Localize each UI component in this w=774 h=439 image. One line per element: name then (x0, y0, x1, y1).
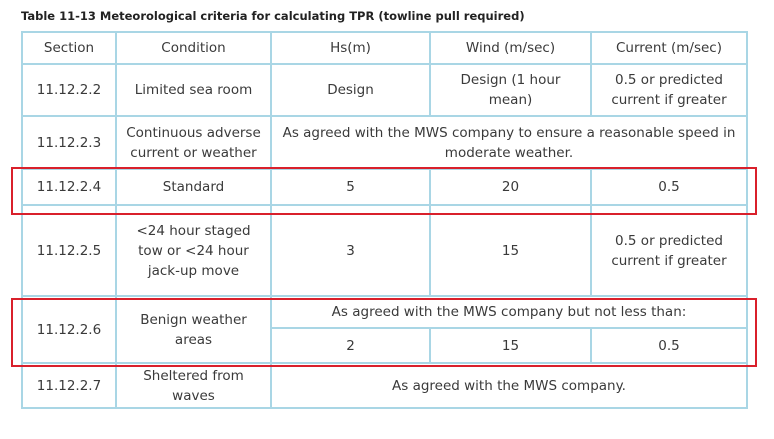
table-row: 11.12.2.7 Sheltered from waves As agreed… (21, 362, 748, 409)
section-cell: 11.12.2.6 (21, 295, 117, 364)
hs-cell: Design (270, 63, 431, 117)
hs-cell: 3 (270, 204, 431, 297)
section-cell: 11.12.2.3 (21, 115, 117, 170)
condition-cell: <24 hour staged tow or <24 hour jack-up … (115, 204, 272, 297)
condition-cell: Standard (115, 168, 272, 206)
header-condition: Condition (115, 31, 272, 65)
hs-cell: 5 (270, 168, 431, 206)
table-row: 11.12.2.5 <24 hour staged tow or <24 hou… (21, 204, 748, 297)
current-cell: 0.5 (590, 327, 748, 364)
section-cell: 11.12.2.5 (21, 204, 117, 297)
table-header-row: Section Condition Hs(m) Wind (m/sec) Cur… (21, 31, 748, 65)
section-cell: 11.12.2.2 (21, 63, 117, 117)
table-row: 11.12.2.3 Continuous adverse current or … (21, 115, 748, 170)
wind-cell: 20 (429, 168, 592, 206)
merged-criteria-cell: As agreed with the MWS company to ensure… (270, 115, 748, 170)
header-current: Current (m/sec) (590, 31, 748, 65)
table-row: 2 15 0.5 (22, 327, 748, 364)
section-cell: 11.12.2.7 (21, 362, 117, 409)
current-cell: 0.5 (590, 168, 748, 206)
current-cell: 0.5 or predicted current if greater (590, 63, 748, 117)
condition-cell: Benign weather areas (115, 295, 272, 364)
merged-criteria-cell: As agreed with the MWS company but not l… (270, 295, 748, 329)
condition-cell: Continuous adverse current or weather (115, 115, 272, 170)
table-row: 11.12.2.6 Benign weather areas As agreed… (21, 295, 748, 364)
table-row: 11.12.2.4 Standard 5 20 0.5 (21, 168, 748, 206)
condition-cell: Sheltered from waves (115, 362, 272, 409)
table-caption: Table 11-13 Meteorological criteria for … (21, 9, 525, 23)
section-cell: 11.12.2.4 (21, 168, 117, 206)
criteria-table: Section Condition Hs(m) Wind (m/sec) Cur… (21, 31, 748, 409)
condition-cell: Limited sea room (115, 63, 272, 117)
table-row: 11.12.2.2 Limited sea room Design Design… (21, 63, 748, 117)
wind-cell: 15 (429, 327, 592, 364)
merged-criteria-cell: As agreed with the MWS company. (270, 362, 748, 409)
header-section: Section (21, 31, 117, 65)
header-wind: Wind (m/sec) (429, 31, 592, 65)
wind-cell: Design (1 hour mean) (429, 63, 592, 117)
header-hs: Hs(m) (270, 31, 431, 65)
current-cell: 0.5 or predicted current if greater (590, 204, 748, 297)
hs-cell: 2 (270, 327, 431, 364)
wind-cell: 15 (429, 204, 592, 297)
